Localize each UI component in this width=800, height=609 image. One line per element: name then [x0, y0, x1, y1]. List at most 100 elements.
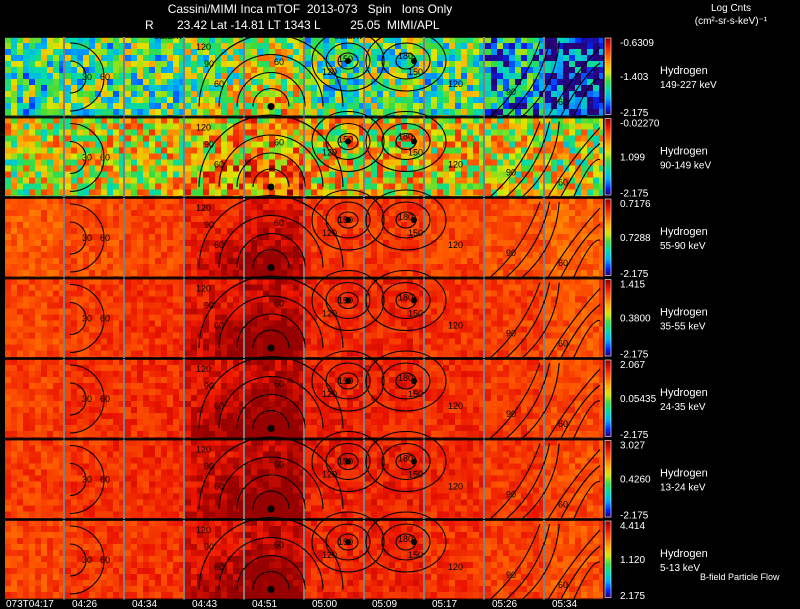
contour-label: 60 [558, 178, 568, 188]
contour-label: 120 [322, 148, 337, 158]
contour-label: 90 [204, 59, 214, 69]
contour-label: 150 [338, 54, 353, 64]
contour-label: 30 [82, 153, 92, 163]
colorbar-max-label: -0.02270 [620, 119, 660, 130]
energy-label: 13-24 keV [660, 483, 706, 494]
contour-label: 180 [398, 132, 413, 142]
contour-label: 120 [448, 401, 463, 411]
time-tick-label: 05:09 [372, 599, 397, 609]
colorbar-min-label: -2.175 [620, 430, 649, 441]
colorbar-min-label: -2.175 [620, 108, 649, 119]
contour-label: 60 [100, 153, 110, 163]
contour-label: 120 [448, 160, 463, 170]
colorbar-mid-label: 0.3800 [620, 314, 651, 325]
contour-label: 60 [214, 321, 224, 331]
contour-label: 90 [204, 220, 214, 230]
contour-label: 120 [448, 482, 463, 492]
contours-6 [69, 511, 601, 600]
time-tick-label: 04:26 [72, 599, 97, 609]
contour-label: 150 [338, 215, 353, 225]
contour-label: 120 [322, 389, 337, 399]
species-label: Hydrogen [660, 307, 708, 319]
time-tick-label: 073T04:17 [6, 599, 54, 609]
colorbar-mid-label: 0.05435 [620, 394, 657, 405]
contour-label: 180 [398, 51, 413, 61]
contour-label: 60 [100, 475, 110, 485]
colorbar-0: -0.6309 -1.403 -2.175 [604, 37, 654, 119]
contour-label: 120 [196, 364, 211, 374]
colorbar-mid-label: -1.403 [620, 72, 649, 83]
contours-2 [69, 189, 601, 278]
contour-label: 60 [214, 482, 224, 492]
contour-label: 60 [100, 555, 110, 565]
contour-label: 60 [274, 57, 284, 67]
contours-1 [69, 110, 601, 198]
contour-label: 60 [558, 97, 568, 107]
contour-label: 120 [322, 470, 337, 480]
contour-label: 60 [274, 218, 284, 228]
contour-label: 180 [398, 373, 413, 383]
units-formula: (cm²-sr-s-keV)⁻¹ [694, 16, 768, 27]
colorbar-min-label: -2.175 [620, 269, 649, 280]
contour-label: 90 [506, 168, 516, 178]
contour-label: 150 [408, 148, 423, 158]
contour-label: 90 [506, 409, 516, 419]
colorbar-max-label: 1.415 [620, 280, 645, 291]
contour-label: 90 [204, 462, 214, 472]
contour-label: 120 [196, 525, 211, 535]
contour-label: 60 [100, 72, 110, 82]
colorbar-mid-label: 0.4260 [620, 475, 651, 486]
contour-label: 90 [204, 542, 214, 552]
colorbar-min-label: -2.175 [620, 189, 649, 200]
contour-label: 90 [506, 87, 516, 97]
contour-label: 150 [338, 296, 353, 306]
contour-label: 60 [558, 580, 568, 590]
contour-label: 120 [196, 123, 211, 133]
contour-label: 120 [322, 228, 337, 238]
time-tick-label: 05:34 [552, 599, 577, 609]
colorbar-min-label: -2.175 [620, 350, 649, 361]
colorbar-min-label: -2.175 [620, 511, 649, 522]
contour-label: 90 [204, 381, 214, 391]
species-label: Hydrogen [660, 226, 708, 238]
contour-label: 150 [408, 67, 423, 77]
contour-label: 150 [338, 376, 353, 386]
contour-label: 30 [82, 233, 92, 243]
flow-legend-label: B-field Particle Flow [700, 572, 780, 582]
contours-4 [69, 350, 601, 439]
colorbar-5: 3.027 0.4260 -2.175 [604, 440, 651, 522]
contour-label: 30 [82, 555, 92, 565]
colorbar-max-label: -0.6309 [620, 38, 654, 49]
colorbar-max-label: 0.7176 [620, 199, 651, 210]
contour-label: 90 [506, 490, 516, 500]
species-label: Hydrogen [660, 468, 708, 480]
contour-label: 120 [196, 445, 211, 455]
units-label: Log Cnts [710, 3, 752, 14]
contour-label: 180 [398, 212, 413, 222]
contour-label: 30 [82, 72, 92, 82]
contour-label: 150 [338, 537, 353, 547]
contour-label: 90 [204, 301, 214, 311]
contours-0 [69, 30, 601, 117]
colorbar-3: 1.415 0.3800 -2.175 [604, 279, 651, 361]
contour-label: 60 [214, 401, 224, 411]
contour-label: 60 [214, 79, 224, 89]
time-tick-label: 04:51 [252, 599, 277, 609]
contour-label: 120 [322, 67, 337, 77]
contour-label: 90 [506, 248, 516, 258]
colorbar-max-label: 3.027 [620, 441, 645, 452]
contour-label: 30 [82, 394, 92, 404]
species-label: Hydrogen [660, 65, 708, 77]
contour-label: 150 [408, 228, 423, 238]
contour-label: 60 [100, 233, 110, 243]
orbit-info: R 23.42 Lat -14.81 LT 1343 L 25.05 MIMI/… [145, 18, 440, 32]
colorbar-2: 0.7176 0.7288 -2.175 [604, 198, 651, 280]
contour-label: 90 [506, 570, 516, 580]
contours-3 [69, 269, 601, 359]
colorbar-max-label: 4.414 [620, 521, 645, 532]
contour-label: 150 [338, 135, 353, 145]
energy-label: 149-227 keV [660, 80, 717, 91]
contour-label: 150 [338, 457, 353, 467]
time-tick-label: 05:00 [312, 599, 337, 609]
